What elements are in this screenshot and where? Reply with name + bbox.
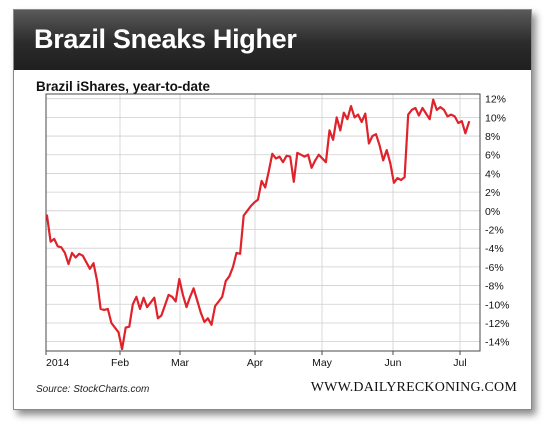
x-tick-label: Feb [111,357,129,369]
y-tick-label: 0% [485,206,500,218]
plot-frame [45,93,481,352]
y-tick-label: 8% [485,131,500,143]
y-tick-label: -10% [485,299,510,311]
x-tick-label: Apr [247,357,264,369]
page-title: Brazil Sneaks Higher [34,24,297,54]
x-tick-label: May [312,357,333,369]
y-tick-label: -8% [485,281,504,293]
chart-title: Brazil iShares, year-to-date [36,79,211,94]
y-tick-label: 12% [485,94,506,106]
y-tick-label: 6% [485,150,500,162]
title-banner: Brazil Sneaks Higher [14,10,531,70]
y-tick-label: 4% [485,168,500,180]
source-note: Source: StockCharts.com [36,384,150,395]
y-tick-label: -14% [485,337,510,349]
y-tick-label: -4% [485,243,504,255]
plot-area [45,93,481,352]
x-tick-label: Mar [171,357,190,369]
y-tick-label: 2% [485,187,500,199]
y-tick-label: 10% [485,112,506,124]
y-tick-label: -6% [485,262,504,274]
x-tick-label: Jul [453,357,466,369]
y-tick-label: -12% [485,318,510,330]
y-tick-label: -2% [485,225,504,237]
price-line [45,98,471,351]
x-tick-label: 2014 [46,357,70,369]
site-url: WWW.DAILYRECKONING.COM [310,380,517,395]
x-tick-label: Jun [385,357,402,369]
